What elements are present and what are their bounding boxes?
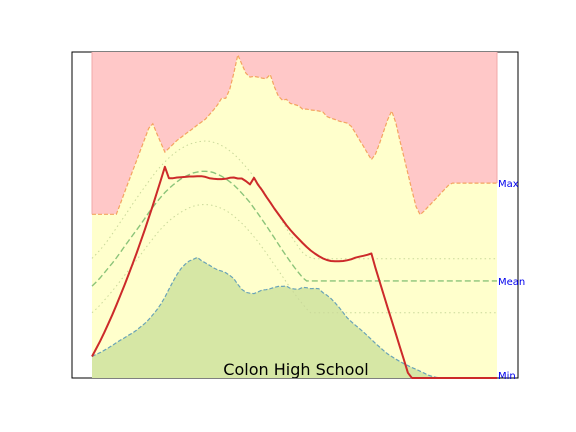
mean-line (91, 170, 497, 287)
right-label-min: Min (498, 371, 516, 382)
min-band-area (92, 257, 497, 378)
max-band-area (92, 52, 497, 215)
lines (91, 52, 497, 379)
right-label-max: Max (498, 179, 519, 190)
upper-percentile-line (91, 140, 497, 260)
max-line (92, 52, 497, 216)
chart-title: Colon High School (223, 360, 368, 379)
min-line (91, 256, 497, 379)
current-line (91, 165, 497, 379)
bands (91, 52, 498, 379)
right-labels: Max Mean Min (498, 179, 525, 382)
right-label-mean: Mean (498, 277, 525, 288)
